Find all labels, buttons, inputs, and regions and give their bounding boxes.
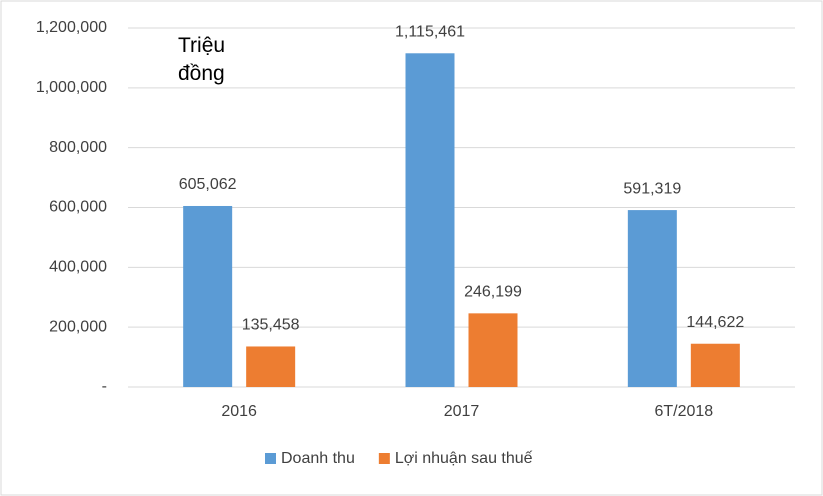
legend-swatch <box>378 453 390 464</box>
bar <box>627 210 677 387</box>
y-tick-label: - <box>102 378 107 395</box>
value-label: 1,115,461 <box>395 24 465 41</box>
y-tick-label: 800,000 <box>49 139 107 156</box>
legend-label: Doanh thu <box>281 450 355 467</box>
value-label: 605,062 <box>179 176 237 193</box>
value-label: 246,199 <box>464 284 522 301</box>
bar <box>405 53 455 387</box>
y-tick-label: 1,000,000 <box>36 79 107 96</box>
bar <box>183 205 233 387</box>
value-label: 135,458 <box>242 317 300 334</box>
x-tick-label: 6T/2018 <box>654 403 713 420</box>
bar <box>468 313 518 387</box>
legend-label: Lợi nhuận sau thuế <box>395 450 533 467</box>
y-tick-label: 200,000 <box>49 318 107 335</box>
y-tick-label: 1,200,000 <box>36 19 107 36</box>
unit-annotation: Triệu đồng <box>178 34 226 85</box>
bar <box>246 346 296 387</box>
y-tick-label: 600,000 <box>49 199 107 216</box>
x-tick-label: 2016 <box>221 403 257 420</box>
value-label: 144,622 <box>686 314 744 331</box>
value-label: 591,319 <box>623 180 681 197</box>
y-tick-label: 400,000 <box>49 259 107 276</box>
bar <box>690 343 740 387</box>
x-tick-label: 2017 <box>444 403 480 420</box>
legend-swatch <box>265 453 276 464</box>
